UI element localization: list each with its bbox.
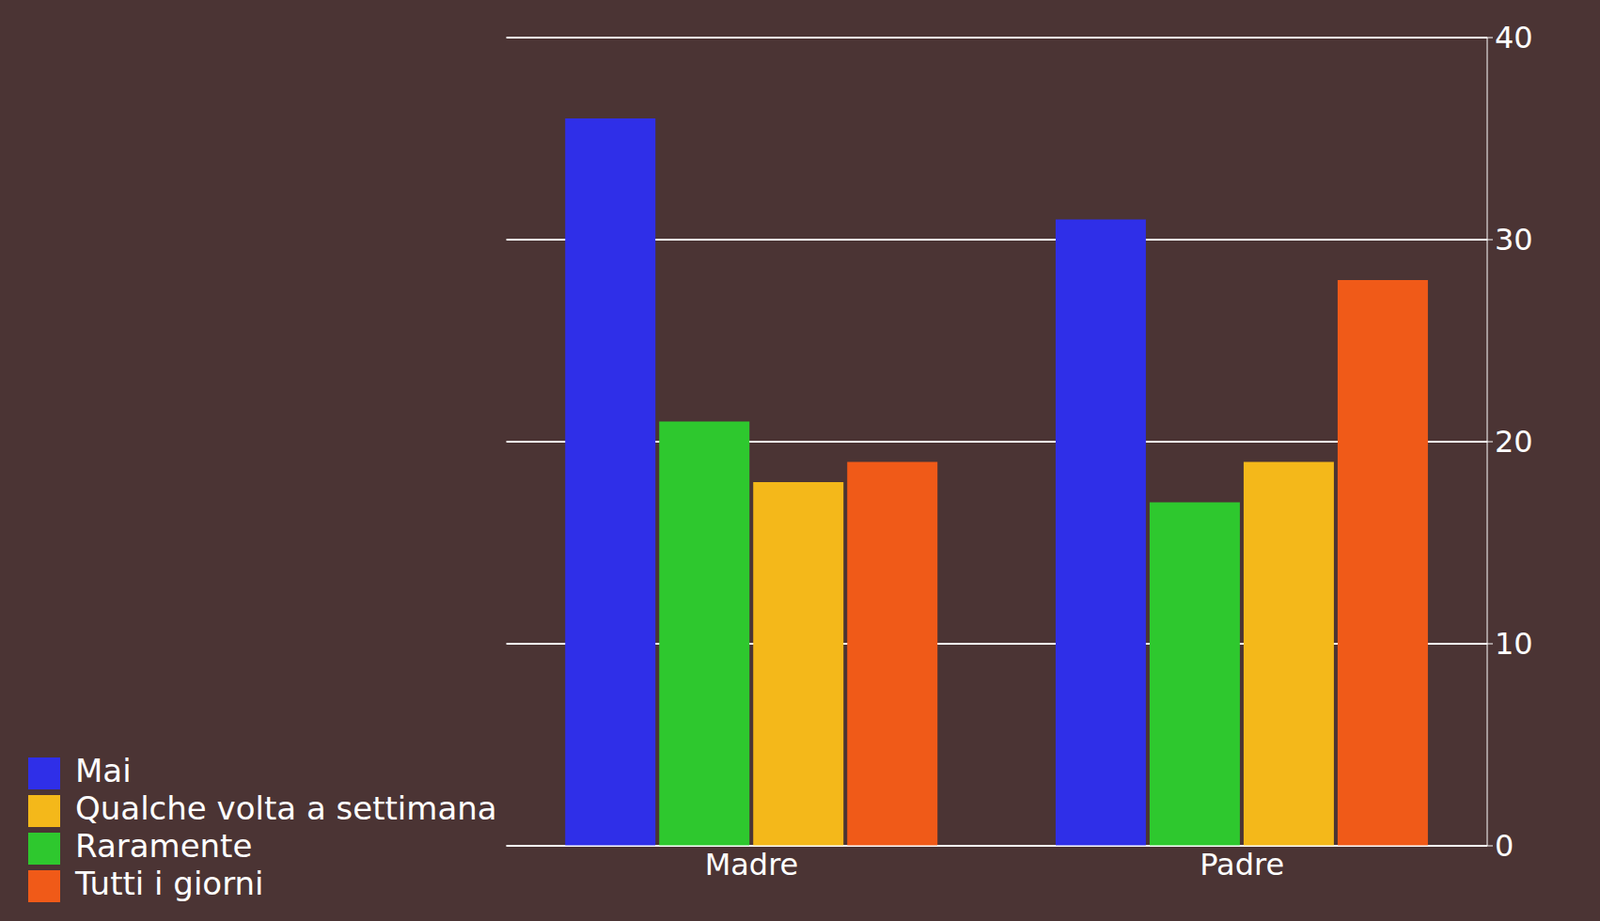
html-text:Tutti i giorni: Tutti i giorni — [75, 864, 264, 903]
svg-text:10: 10 — [1494, 626, 1534, 662]
svg-text:0: 0 — [1494, 828, 1514, 864]
svg-text:40: 40 — [1494, 19, 1534, 56]
svg-text:30: 30 — [1494, 221, 1534, 258]
svg-text:Madre: Madre — [705, 847, 800, 883]
svg-text:20: 20 — [1494, 423, 1534, 460]
html-text:Qualche volta a settimana: Qualche volta a settimana — [75, 789, 497, 828]
html-text:Raramente: Raramente — [75, 827, 253, 865]
svg-text:Padre: Padre — [1199, 847, 1285, 883]
html-text:Mai: Mai — [75, 752, 132, 790]
